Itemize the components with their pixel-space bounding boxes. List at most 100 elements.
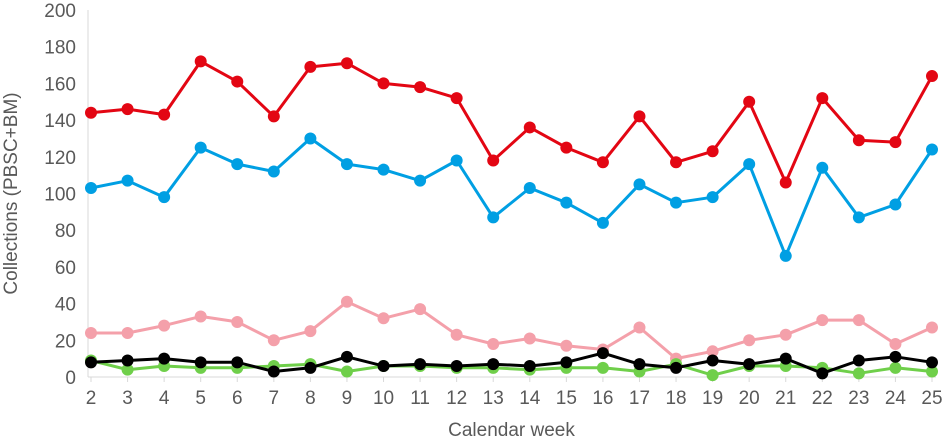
data-point <box>85 181 97 194</box>
data-point <box>414 303 427 316</box>
data-point <box>450 92 463 105</box>
data-point <box>194 356 207 369</box>
series-5 <box>85 347 938 380</box>
y-tick-label: 200 <box>44 1 76 22</box>
data-point <box>596 156 609 169</box>
series-line <box>91 300 933 361</box>
data-point <box>523 121 536 134</box>
y-tick-label: 0 <box>65 368 76 389</box>
x-tick-label: 11 <box>410 388 430 409</box>
data-point <box>852 134 865 147</box>
y-tick-label: 20 <box>55 331 76 352</box>
x-tick-label: 14 <box>519 388 541 409</box>
data-point <box>852 314 865 327</box>
y-tick-label: 140 <box>44 111 76 132</box>
data-point <box>926 70 938 83</box>
data-point <box>816 314 829 327</box>
x-tick-label: 8 <box>305 388 316 409</box>
y-tick-label: 80 <box>55 221 76 242</box>
data-point <box>85 326 97 339</box>
data-point <box>889 136 902 149</box>
data-point <box>633 178 646 191</box>
x-axis-title: Calendar week <box>448 420 575 441</box>
data-point <box>267 365 280 378</box>
x-tick-label: 15 <box>556 388 577 409</box>
data-point <box>596 216 609 229</box>
data-point <box>889 350 902 363</box>
data-point <box>231 356 244 369</box>
x-tick-label: 23 <box>848 388 869 409</box>
data-point <box>706 191 719 204</box>
series-1 <box>85 55 938 189</box>
x-tick-label: 2 <box>86 388 97 409</box>
data-point <box>267 165 280 178</box>
x-tick-label: 21 <box>775 388 796 409</box>
data-point <box>743 95 756 108</box>
series-3 <box>85 295 938 365</box>
y-tick-label: 120 <box>44 148 76 169</box>
data-point <box>487 154 500 167</box>
data-point <box>414 358 427 371</box>
data-point <box>743 158 756 171</box>
x-tick-label: 10 <box>373 388 394 409</box>
data-point <box>779 352 792 365</box>
data-point <box>852 354 865 367</box>
data-point <box>450 328 463 341</box>
data-point <box>633 110 646 123</box>
data-point <box>414 174 427 187</box>
data-point <box>377 77 390 90</box>
series-line <box>90 136 934 258</box>
data-point <box>633 321 646 334</box>
data-point <box>194 55 207 68</box>
data-point <box>377 163 390 176</box>
data-point <box>706 145 719 158</box>
data-point <box>231 158 244 171</box>
data-point <box>779 249 792 262</box>
data-point <box>523 181 536 194</box>
data-point <box>267 110 280 123</box>
y-tick-label: 60 <box>55 258 76 279</box>
data-point <box>816 161 829 174</box>
data-point <box>450 359 463 372</box>
data-point <box>560 339 573 352</box>
data-point <box>523 359 536 372</box>
data-point <box>487 337 500 350</box>
data-point <box>414 81 427 94</box>
x-tick-label: 22 <box>812 388 833 409</box>
x-tick-label: 13 <box>483 388 504 409</box>
data-point <box>852 367 865 380</box>
data-point <box>304 132 317 145</box>
data-point <box>85 106 97 119</box>
data-point <box>158 352 171 365</box>
data-point <box>743 358 756 371</box>
data-point <box>779 328 792 341</box>
data-point <box>852 211 865 224</box>
data-point <box>158 319 171 332</box>
series-line <box>90 359 933 377</box>
y-axis-title: Collections (PBSC+BM) <box>1 92 22 294</box>
data-point <box>231 315 244 328</box>
y-tick-label: 180 <box>44 38 76 59</box>
data-point <box>670 156 683 169</box>
data-point <box>267 334 280 347</box>
series-line <box>90 59 934 184</box>
y-tick-label: 100 <box>44 185 76 206</box>
data-point <box>121 103 134 116</box>
data-point <box>194 141 207 154</box>
data-point <box>304 60 317 73</box>
series-2 <box>85 132 938 262</box>
data-point <box>926 321 938 334</box>
x-tick-label: 5 <box>195 388 206 409</box>
x-tick-label: 24 <box>885 388 907 409</box>
data-point <box>304 325 317 338</box>
x-tick-label: 25 <box>921 388 942 409</box>
data-point <box>560 196 573 209</box>
x-tick-label: 16 <box>592 388 613 409</box>
data-point <box>340 365 353 378</box>
y-tick-label: 160 <box>44 74 76 95</box>
data-point <box>889 361 902 374</box>
data-point <box>779 176 792 189</box>
data-point <box>158 108 171 121</box>
data-point <box>889 198 902 211</box>
data-point <box>194 310 207 323</box>
